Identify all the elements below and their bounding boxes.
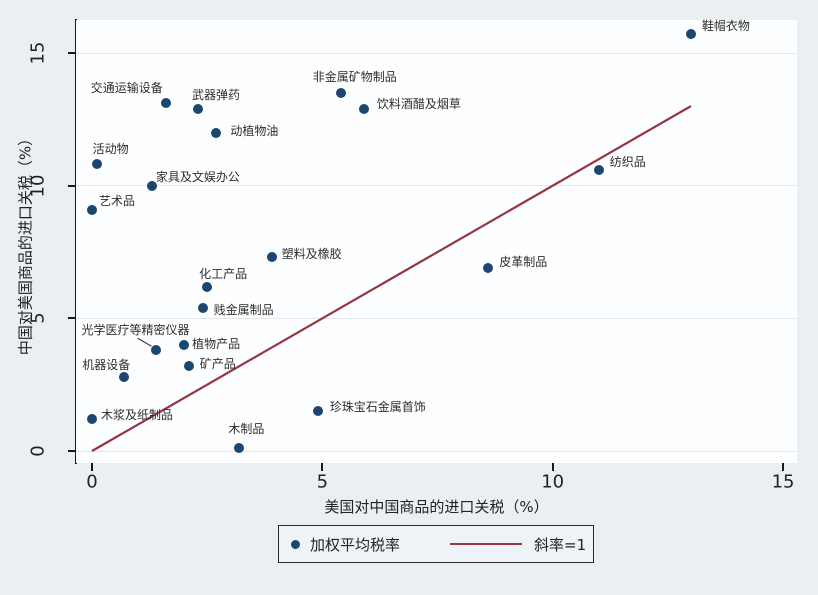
data-point [483, 262, 494, 273]
x-axis-title: 美国对中国商品的进口关税（%） [324, 498, 549, 516]
y-tick-5 [68, 317, 76, 320]
x-tick-0 [91, 463, 93, 471]
point-label: 纺织品 [609, 154, 646, 169]
y-tick-label-0: 0 [27, 445, 49, 457]
y-tick-label-5: 5 [27, 312, 49, 325]
data-point [266, 252, 277, 263]
y-tick-label-10: 10 [27, 174, 49, 198]
point-label: 珍珠宝石金属首饰 [329, 400, 426, 415]
legend-label-slope: 斜率=1 [534, 535, 587, 554]
data-point [119, 371, 130, 382]
point-label: 塑料及橡胶 [281, 247, 342, 262]
data-point [197, 302, 208, 313]
x-tick-15 [782, 463, 785, 471]
data-point [335, 87, 346, 98]
data-point [91, 159, 102, 170]
point-label: 武器弹药 [191, 87, 240, 102]
gridline-y-5 [76, 317, 797, 319]
point-label: 光学医疗等精密仪器 [81, 323, 190, 338]
data-point [192, 103, 203, 114]
legend-label-weighted-average: 加权平均税率 [310, 535, 401, 554]
point-label: 交通运输设备 [90, 81, 163, 96]
point-label: 家具及文娱办公 [155, 169, 240, 184]
x-tick-label-5: 5 [316, 471, 329, 493]
plot-area: 鞋帽衣物非金属矿物制品交通运输设备 武器弹药饮料酒醋及烟草动植物油活动物纺织品家具… [28, 19, 797, 493]
reference-line-layer [91, 105, 692, 452]
point-label: 饮料酒醋及烟草 [376, 96, 461, 111]
data-point [160, 98, 171, 109]
data-point [146, 180, 157, 191]
y-tick-0 [68, 450, 76, 452]
x-tick-label-10: 10 [541, 471, 565, 493]
point-label: 皮革制品 [499, 254, 548, 269]
data-point [685, 29, 696, 40]
data-point [183, 361, 194, 372]
data-point [151, 345, 162, 356]
legend-box: 加权平均税率 斜率=1 [278, 525, 594, 563]
point-label: 木制品 [228, 422, 265, 437]
data-point [87, 414, 97, 425]
gridline-y-10 [76, 185, 797, 187]
point-label: 艺术品 [98, 193, 136, 208]
data-point [202, 281, 213, 292]
point-label: 鞋帽衣物 [701, 19, 750, 34]
point-label: 活动物 [92, 142, 129, 157]
y-tick-15 [68, 52, 76, 55]
point-label: 矿产品 [199, 357, 236, 372]
data-point [593, 164, 604, 175]
data-point [179, 339, 190, 350]
point-label: 化工产品 [199, 266, 248, 281]
x-tick-10 [551, 463, 554, 471]
point-label: 非金属矿物制品 [312, 69, 397, 84]
point-label: 木浆及纸制品 [101, 408, 174, 423]
x-tick-label-15: 15 [771, 471, 795, 493]
data-point [211, 127, 222, 138]
data-point [87, 204, 97, 215]
point-label: 贱金属制品 [213, 302, 274, 317]
point-label: 机器设备 [82, 357, 131, 372]
data-point [358, 103, 369, 114]
point-label: 动植物油 [230, 123, 279, 138]
x-tick-5 [321, 463, 324, 471]
gridline-y-0 [76, 450, 797, 452]
data-point [234, 443, 245, 454]
legend-line-sample-icon [450, 543, 523, 545]
point-label: 植物产品 [192, 336, 241, 351]
y-tick-10 [68, 184, 76, 187]
y-tick-label-15: 15 [27, 41, 49, 65]
data-point [312, 406, 323, 417]
label-callout-line [137, 337, 152, 347]
x-tick-label-0: 0 [86, 471, 98, 493]
gridline-y-15 [76, 52, 797, 54]
legend-scatter-marker-icon [291, 539, 300, 549]
